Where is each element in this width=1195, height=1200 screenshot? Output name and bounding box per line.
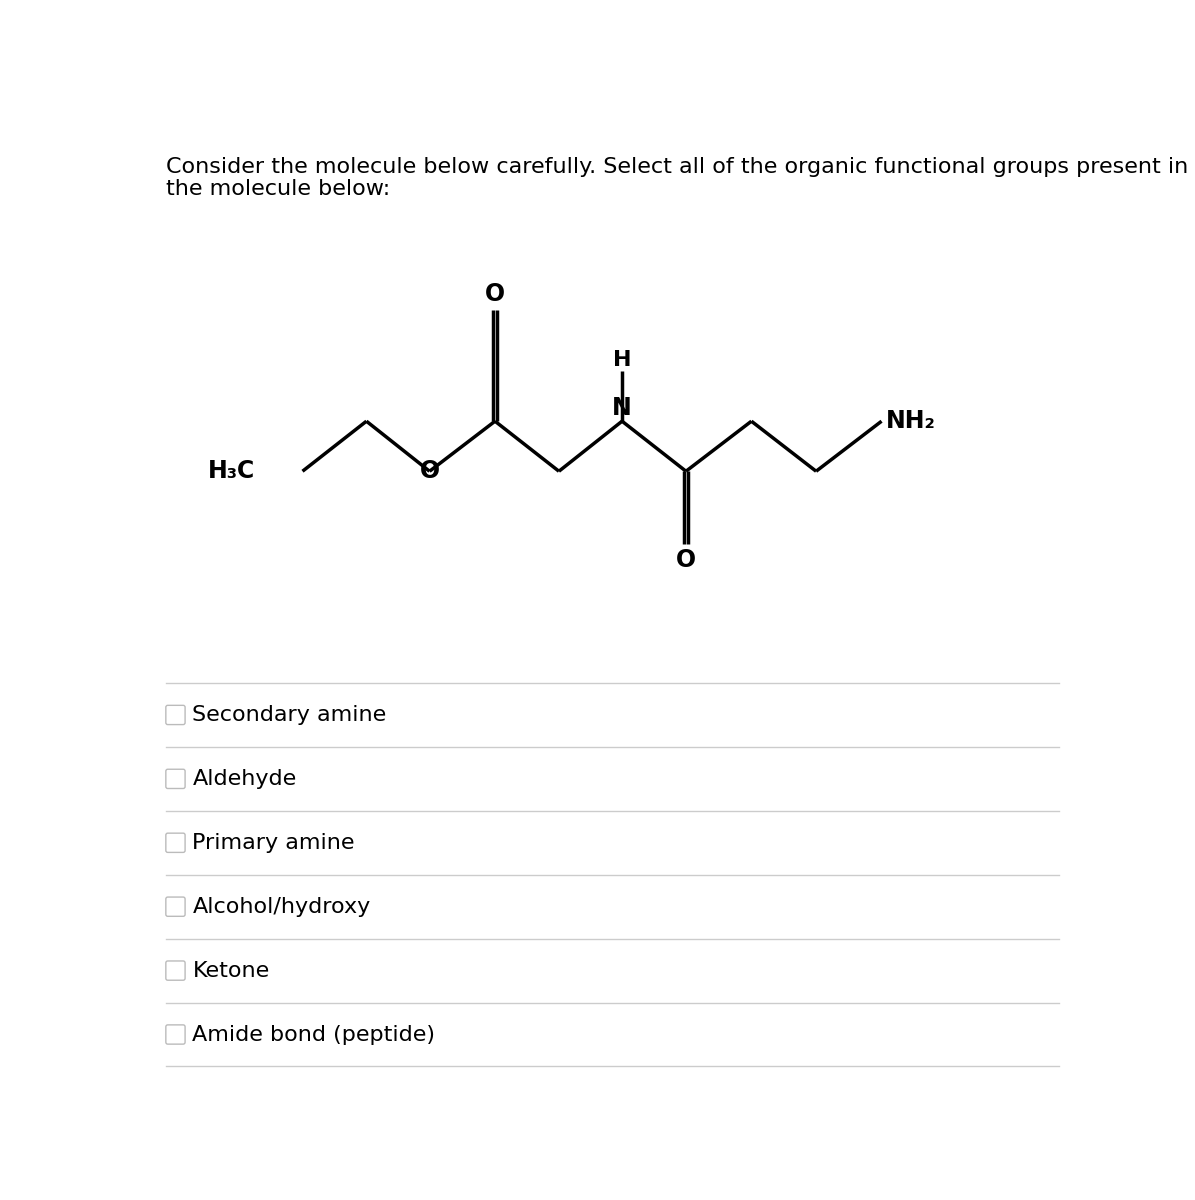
FancyBboxPatch shape	[166, 898, 185, 917]
Text: O: O	[676, 548, 695, 572]
Text: Primary amine: Primary amine	[192, 833, 355, 853]
FancyBboxPatch shape	[166, 769, 185, 788]
Text: NH₂: NH₂	[885, 409, 936, 433]
Text: Amide bond (peptide): Amide bond (peptide)	[192, 1025, 435, 1044]
Text: N: N	[612, 396, 632, 420]
Text: Secondary amine: Secondary amine	[192, 704, 387, 725]
Text: O: O	[419, 460, 440, 484]
FancyBboxPatch shape	[166, 1025, 185, 1044]
Text: H₃C: H₃C	[208, 460, 255, 484]
Text: Ketone: Ketone	[192, 960, 270, 980]
Text: H: H	[613, 349, 631, 370]
Text: Alcohol/hydroxy: Alcohol/hydroxy	[192, 896, 370, 917]
FancyBboxPatch shape	[166, 706, 185, 725]
FancyBboxPatch shape	[166, 833, 185, 852]
Text: Consider the molecule below carefully. Select all of the organic functional grou: Consider the molecule below carefully. S…	[166, 157, 1189, 178]
Text: the molecule below:: the molecule below:	[166, 179, 391, 199]
FancyBboxPatch shape	[166, 961, 185, 980]
Text: O: O	[485, 282, 505, 306]
Text: Aldehyde: Aldehyde	[192, 769, 296, 788]
